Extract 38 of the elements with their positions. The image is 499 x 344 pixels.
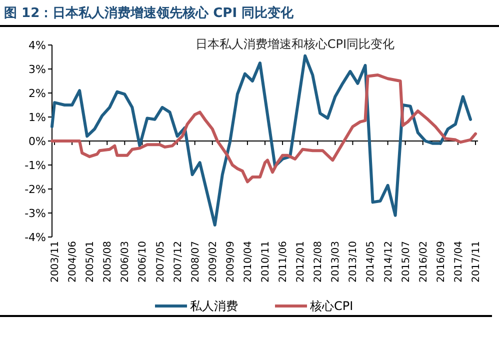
x-tick-label: 2017/04 [453,241,464,283]
x-tick-label: 2015/07 [400,241,412,283]
y-tick-label: 2% [28,87,46,100]
y-tick-label: -3% [24,207,46,220]
x-tick-label: 2009/02 [208,241,219,283]
legend-label: 私人消费 [190,299,238,313]
y-tick-label: -1% [24,159,46,172]
legend-label: 核心CPI [309,299,354,313]
x-tick-label: 2013/03 [330,241,342,283]
x-tick-label: 2010/11 [260,241,272,283]
x-tick-label: 2010/04 [242,241,254,283]
x-tick-label: 2013/10 [348,241,360,283]
y-tick-label: 0% [28,135,46,148]
x-tick-label: 2007/05 [155,241,166,283]
x-tick-label: 2005/08 [102,241,114,283]
x-tick-label: 2014/05 [366,241,377,283]
x-tick-label: 2004/06 [68,241,79,283]
x-tick-label: 2006/10 [138,241,149,283]
x-tick-label: 2007/12 [172,241,184,283]
x-tick-label: 2011/06 [278,241,290,283]
x-tick-label: 2012/01 [296,241,307,283]
x-tick-label: 2017/11 [470,241,482,283]
x-tick-label: 2014/12 [383,241,394,283]
subtitle: 日本私人消费增速和核心CPI同比变化 [195,37,395,51]
x-tick-label: 2006/03 [120,241,132,283]
y-tick-label: 3% [28,63,46,76]
x-tick-label: 2016/02 [418,241,430,283]
y-tick-label: 1% [28,111,46,124]
y-tick-label: -4% [24,231,46,244]
x-tick-label: 2016/09 [436,241,447,283]
x-tick-label: 2008/07 [190,241,202,283]
y-tick-label: -2% [24,183,46,196]
y-tick-label: 4% [28,39,46,52]
x-tick-label: 2005/01 [85,241,96,283]
x-tick-label: 2009/09 [225,241,236,283]
x-tick-label: 2003/11 [50,241,62,283]
x-tick-label: 2012/08 [313,241,324,283]
title: 图 12：日本私人消费增速领先核心 CPI 同比变化 [4,6,294,21]
